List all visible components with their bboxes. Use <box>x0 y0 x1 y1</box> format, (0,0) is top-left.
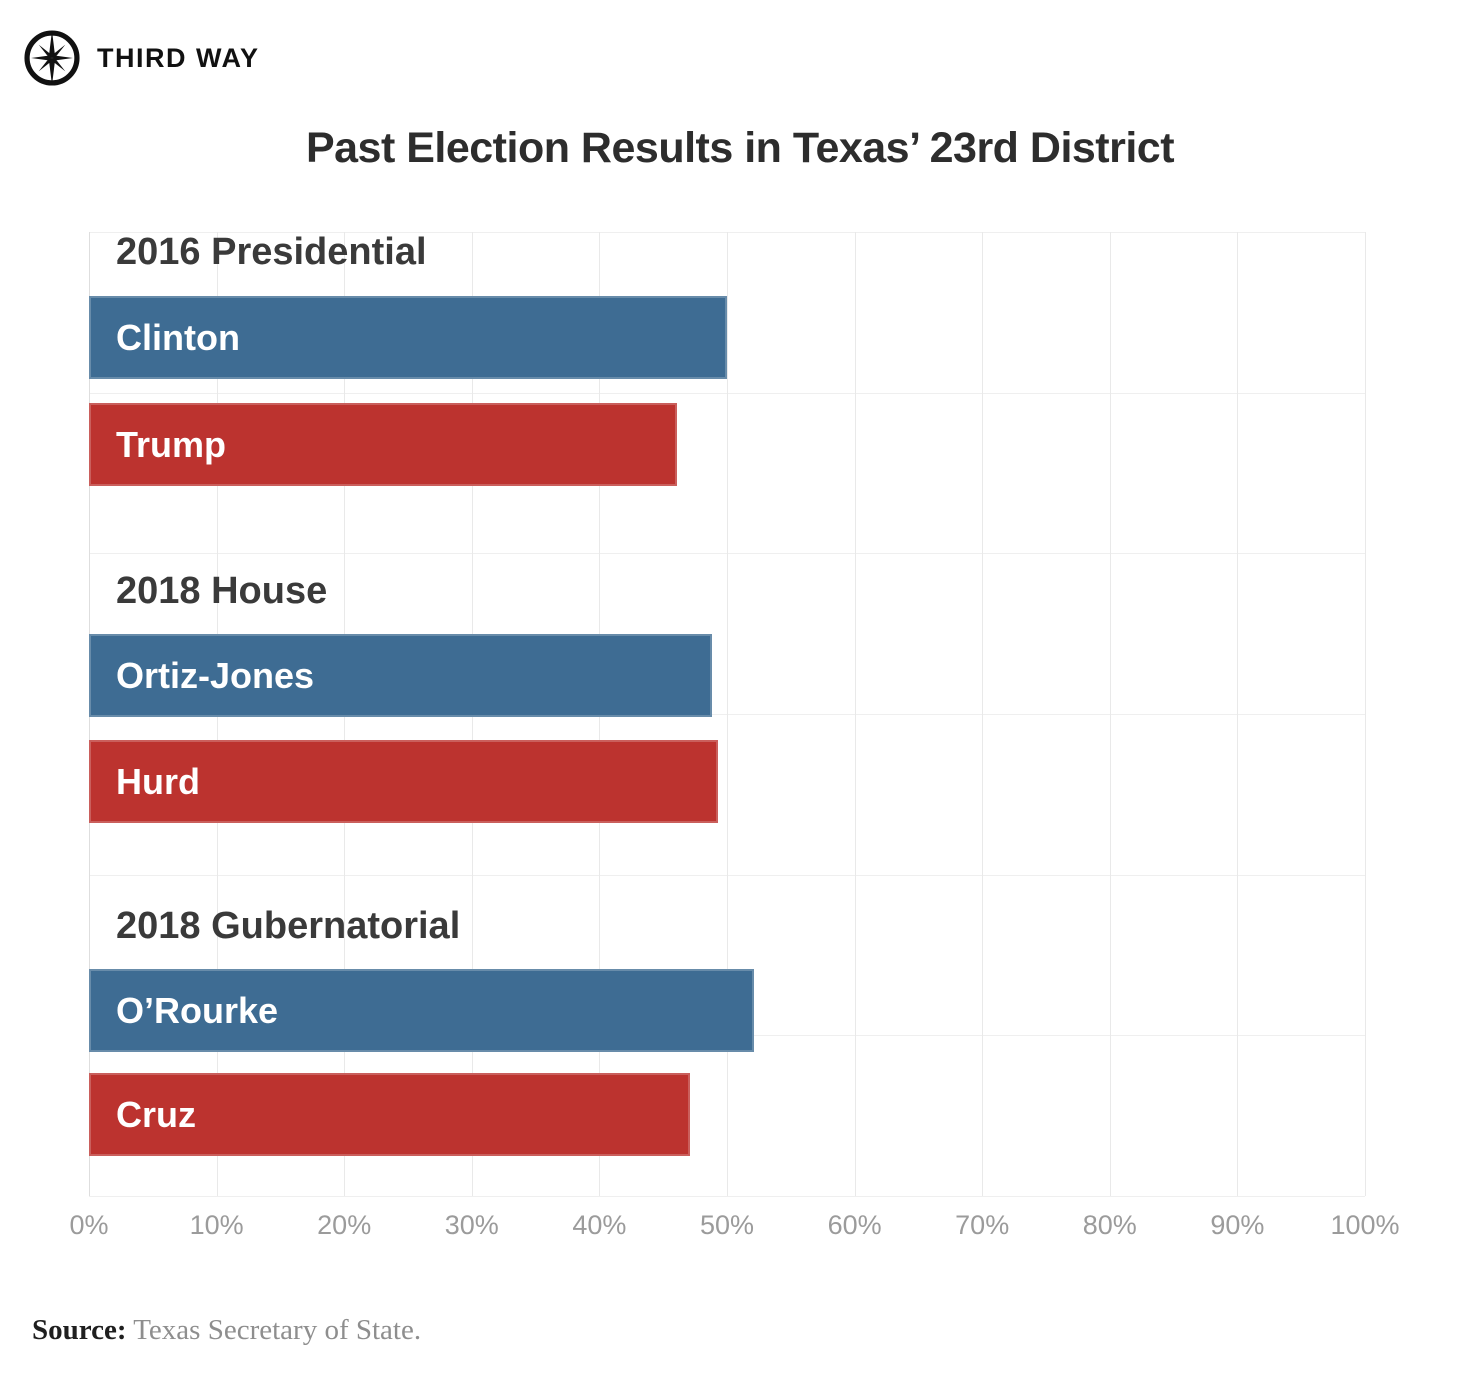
source-text: Texas Secretary of State. <box>126 1314 422 1346</box>
group-label: 2016 Presidential <box>116 231 427 273</box>
bar-clinton: Clinton <box>89 296 727 379</box>
bar-hurd: Hurd <box>89 740 719 823</box>
x-tick-label: 40% <box>572 1210 627 1240</box>
h-gridline <box>89 1196 1365 1197</box>
group-label: 2018 Gubernatorial <box>116 905 461 947</box>
source-line: Source: Texas Secretary of State. <box>32 1314 421 1347</box>
bar-o-rourke: O’Rourke <box>89 969 754 1052</box>
x-tick-label: 70% <box>955 1210 1010 1240</box>
bar-label: Trump <box>116 423 227 465</box>
bar-label: Clinton <box>116 316 240 358</box>
bar-cruz: Cruz <box>89 1073 690 1156</box>
v-gridline <box>854 232 856 1196</box>
bar-ortiz-jones: Ortiz-Jones <box>89 634 712 717</box>
source-label: Source: <box>32 1314 127 1346</box>
chart-title: Past Election Results in Texas’ 23rd Dis… <box>305 124 1175 172</box>
bar-label: O’Rourke <box>116 989 279 1031</box>
brand-logo: THIRD WAY <box>23 29 260 87</box>
orange-accent-bar <box>0 0 306 21</box>
v-gridline <box>727 232 728 1196</box>
compass-icon <box>23 29 81 87</box>
x-tick-label: 30% <box>444 1210 499 1240</box>
x-tick-label: 60% <box>827 1210 882 1240</box>
v-gridline <box>1365 232 1366 1196</box>
v-gridline <box>982 232 984 1196</box>
x-tick-label: 20% <box>317 1210 372 1240</box>
group-label: 2018 House <box>116 570 328 612</box>
bar-label: Cruz <box>116 1093 196 1135</box>
x-tick-label: 10% <box>189 1210 244 1240</box>
x-tick-label: 80% <box>1082 1210 1137 1240</box>
x-tick-label: 50% <box>699 1210 755 1240</box>
x-tick-label: 90% <box>1210 1210 1265 1240</box>
plot-area: 2016 Presidential Clinton Trump 2018 House O… <box>89 231 1366 1197</box>
bar-label: Hurd <box>116 760 200 802</box>
bar-label: Ortiz-Jones <box>116 654 315 696</box>
x-axis: 0% 10% 20% 30% 40% 50% 60% 70% 80% 90% 100% <box>69 1210 1399 1250</box>
v-gridline <box>1237 232 1239 1196</box>
brand-name: THIRD WAY <box>97 42 260 73</box>
v-gridline <box>1109 232 1111 1196</box>
x-tick-label: 0% <box>69 1210 109 1240</box>
x-tick-label: 100% <box>1330 1210 1400 1240</box>
bar-trump: Trump <box>89 403 678 486</box>
